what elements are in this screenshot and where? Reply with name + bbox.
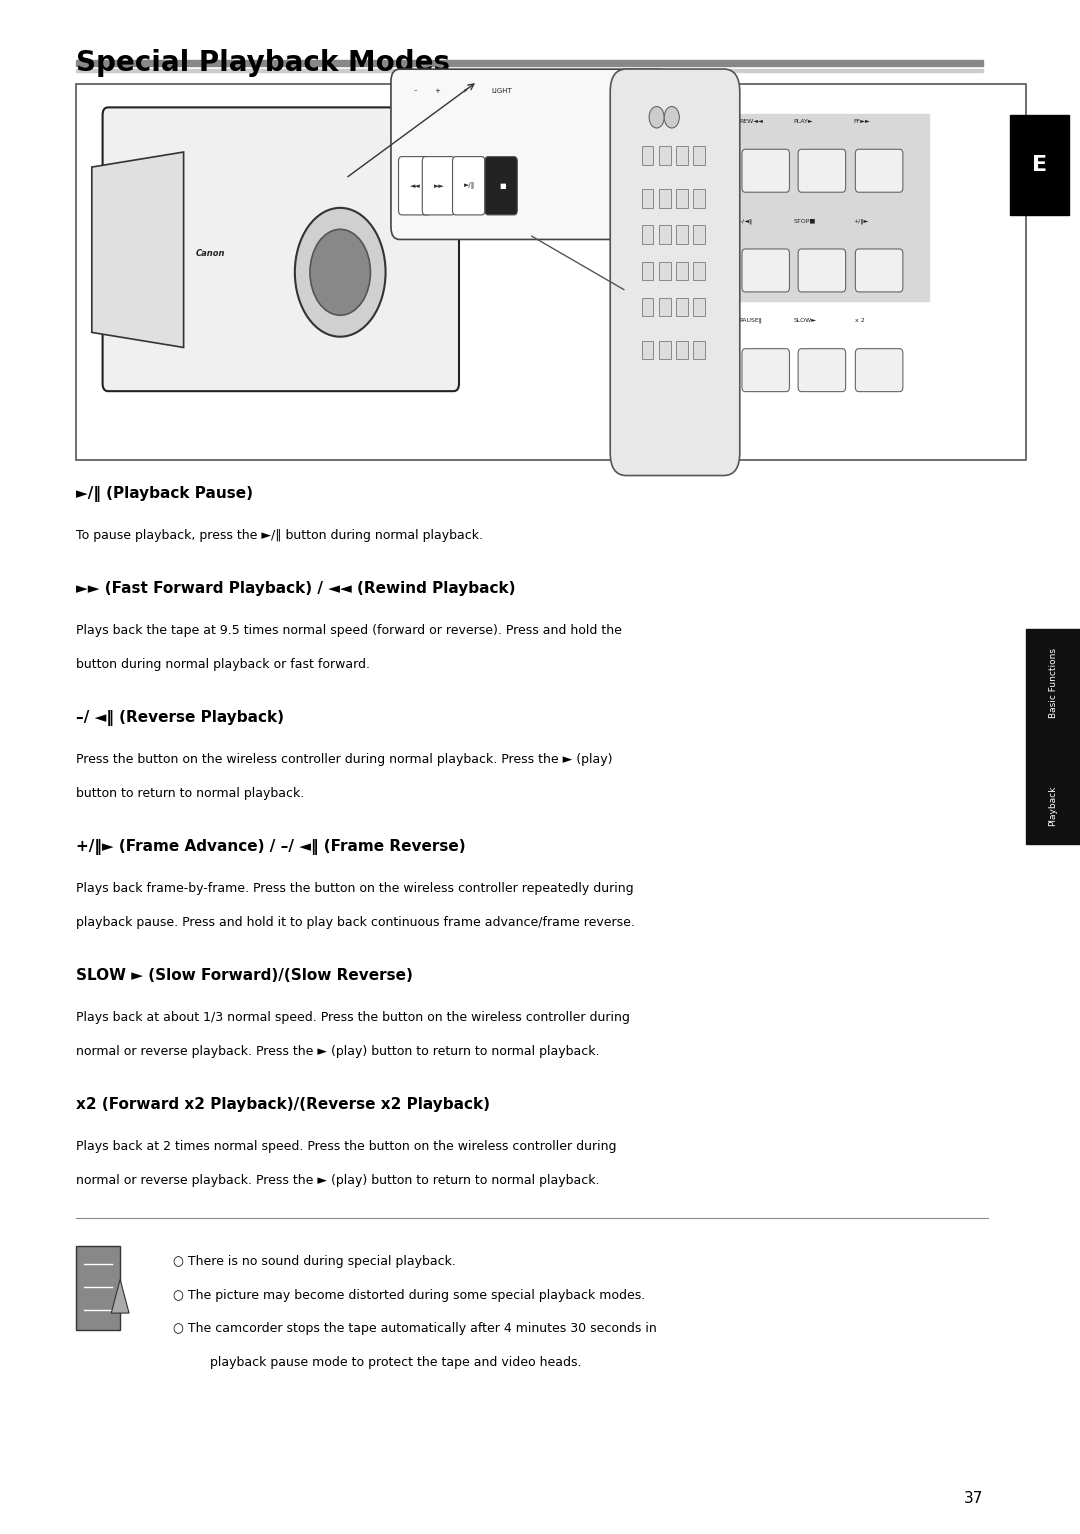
Text: ⚡: ⚡	[462, 87, 467, 94]
Text: Basic Functions: Basic Functions	[1049, 647, 1057, 718]
FancyBboxPatch shape	[855, 249, 903, 291]
Text: ○ The picture may become distorted during some special playback modes.: ○ The picture may become distorted durin…	[173, 1289, 645, 1301]
Text: +/‖► (Frame Advance) / –/ ◄‖ (Frame Reverse): +/‖► (Frame Advance) / –/ ◄‖ (Frame Reve…	[76, 839, 465, 854]
Text: ►/‖: ►/‖	[464, 183, 475, 189]
Text: ►► (Fast Forward Playback) / ◄◄ (Rewind Playback): ►► (Fast Forward Playback) / ◄◄ (Rewind …	[76, 581, 515, 597]
Text: PAUSE‖: PAUSE‖	[740, 318, 762, 324]
Text: PLAY►: PLAY►	[794, 118, 813, 124]
FancyBboxPatch shape	[742, 249, 789, 291]
Text: playback pause. Press and hold it to play back continuous frame advance/frame re: playback pause. Press and hold it to pla…	[76, 916, 634, 928]
Bar	[642, 146, 653, 164]
Text: Canon: Canon	[195, 249, 226, 258]
Text: ○ The camcorder stops the tape automatically after 4 minutes 30 seconds in: ○ The camcorder stops the tape automatic…	[173, 1322, 657, 1335]
Bar	[724, 114, 929, 301]
Bar	[676, 146, 688, 164]
Text: FF►►: FF►►	[853, 118, 870, 124]
Bar	[1010, 115, 1069, 215]
Text: Plays back the tape at 9.5 times normal speed (forward or reverse). Press and ho: Plays back the tape at 9.5 times normal …	[76, 624, 621, 637]
Text: +/‖►: +/‖►	[853, 218, 868, 224]
Text: –/◄‖: –/◄‖	[740, 218, 753, 224]
Bar	[642, 225, 653, 244]
FancyBboxPatch shape	[610, 69, 740, 476]
FancyBboxPatch shape	[391, 69, 667, 239]
Text: REW◄◄: REW◄◄	[740, 118, 764, 124]
Bar	[642, 262, 653, 279]
Circle shape	[649, 106, 664, 127]
Text: x2 (Forward x2 Playback)/(Reverse x2 Playback): x2 (Forward x2 Playback)/(Reverse x2 Pla…	[76, 1097, 489, 1112]
Text: E: E	[1031, 155, 1048, 175]
Text: STOP■: STOP■	[794, 218, 816, 224]
Text: button during normal playback or fast forward.: button during normal playback or fast fo…	[76, 658, 369, 670]
Bar	[642, 298, 653, 316]
Bar	[676, 190, 688, 209]
Text: normal or reverse playback. Press the ► (play) button to return to normal playba: normal or reverse playback. Press the ► …	[76, 1045, 599, 1057]
Polygon shape	[92, 152, 184, 348]
Bar	[659, 262, 671, 279]
Text: normal or reverse playback. Press the ► (play) button to return to normal playba: normal or reverse playback. Press the ► …	[76, 1174, 599, 1186]
FancyBboxPatch shape	[855, 149, 903, 192]
Bar	[676, 262, 688, 279]
Bar	[76, 1246, 120, 1330]
FancyBboxPatch shape	[798, 149, 846, 192]
Bar	[659, 341, 671, 359]
Bar	[76, 69, 983, 72]
FancyBboxPatch shape	[742, 149, 789, 192]
Text: LIGHT: LIGHT	[491, 87, 513, 94]
FancyBboxPatch shape	[798, 249, 846, 291]
Bar	[693, 298, 705, 316]
Bar	[659, 146, 671, 164]
Text: Plays back at 2 times normal speed. Press the button on the wireless controller : Plays back at 2 times normal speed. Pres…	[76, 1140, 616, 1152]
Text: x 2: x 2	[855, 318, 865, 324]
Text: +: +	[434, 87, 441, 94]
Bar	[642, 341, 653, 359]
Text: playback pause mode to protect the tape and video heads.: playback pause mode to protect the tape …	[194, 1356, 582, 1368]
Bar	[1026, 629, 1080, 844]
Text: button to return to normal playback.: button to return to normal playback.	[76, 787, 303, 799]
FancyBboxPatch shape	[399, 156, 431, 215]
Text: Plays back frame-by-frame. Press the button on the wireless controller repeatedl: Plays back frame-by-frame. Press the but…	[76, 882, 633, 894]
FancyBboxPatch shape	[453, 156, 485, 215]
FancyBboxPatch shape	[485, 156, 517, 215]
Polygon shape	[111, 1279, 130, 1313]
Bar	[659, 225, 671, 244]
Text: ►/‖ (Playback Pause): ►/‖ (Playback Pause)	[76, 486, 253, 502]
Text: To pause playback, press the ►/‖ button during normal playback.: To pause playback, press the ►/‖ button …	[76, 529, 483, 542]
Bar	[693, 190, 705, 209]
Text: SLOW ► (Slow Forward)/(Slow Reverse): SLOW ► (Slow Forward)/(Slow Reverse)	[76, 968, 413, 983]
Text: 37: 37	[963, 1491, 983, 1506]
Bar	[76, 60, 983, 66]
Circle shape	[310, 230, 370, 316]
Text: Playback: Playback	[1049, 785, 1057, 825]
Bar	[76, 84, 1026, 460]
FancyBboxPatch shape	[742, 348, 789, 391]
Bar	[676, 298, 688, 316]
Bar	[676, 225, 688, 244]
Text: ■: ■	[499, 183, 505, 189]
Text: ►►: ►►	[434, 183, 445, 189]
Text: ○ There is no sound during special playback.: ○ There is no sound during special playb…	[173, 1255, 456, 1267]
Text: Special Playback Modes: Special Playback Modes	[76, 49, 449, 77]
Circle shape	[295, 207, 386, 337]
Bar	[693, 262, 705, 279]
Text: Plays back at about 1/3 normal speed. Press the button on the wireless controlle: Plays back at about 1/3 normal speed. Pr…	[76, 1011, 630, 1023]
Bar	[693, 225, 705, 244]
FancyBboxPatch shape	[855, 348, 903, 391]
Bar	[642, 190, 653, 209]
Text: Press the button on the wireless controller during normal playback. Press the ► : Press the button on the wireless control…	[76, 753, 612, 765]
Bar	[659, 190, 671, 209]
Bar	[693, 341, 705, 359]
Text: –: –	[414, 87, 418, 94]
Text: ◄◄: ◄◄	[410, 183, 421, 189]
Circle shape	[664, 106, 679, 127]
FancyBboxPatch shape	[422, 156, 455, 215]
FancyBboxPatch shape	[103, 107, 459, 391]
FancyBboxPatch shape	[798, 348, 846, 391]
Bar	[659, 298, 671, 316]
Text: SLOW►: SLOW►	[794, 318, 816, 324]
Text: –/ ◄‖ (Reverse Playback): –/ ◄‖ (Reverse Playback)	[76, 710, 284, 726]
Bar	[676, 341, 688, 359]
Bar	[693, 146, 705, 164]
